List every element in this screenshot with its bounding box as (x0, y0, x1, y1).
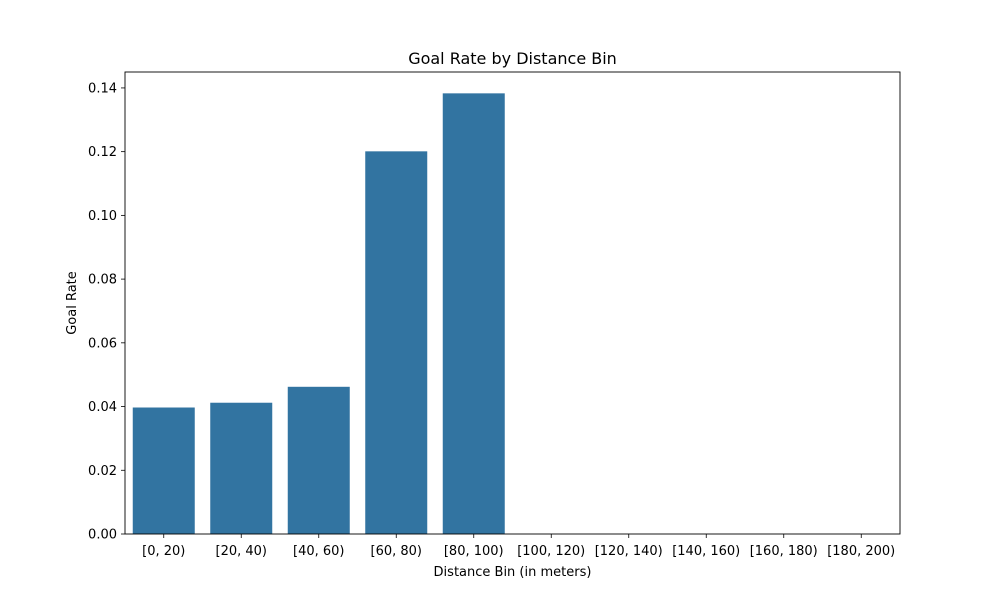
x-tick-label: [80, 100) (444, 544, 504, 559)
x-axis-label: Distance Bin (in meters) (434, 565, 592, 580)
y-tick-label: 0.02 (88, 464, 117, 479)
axes-frame (124, 71, 901, 535)
y-tick-label: 0.14 (88, 81, 117, 96)
x-tick-label: [140, 160) (672, 544, 740, 559)
bar (210, 402, 273, 534)
bar (365, 151, 428, 534)
chart-title: Goal Rate by Distance Bin (408, 49, 617, 68)
bar (287, 386, 350, 534)
x-tick-label: [40, 60) (293, 544, 345, 559)
x-tick-label: [60, 80) (371, 544, 423, 559)
x-tick-label: [160, 180) (750, 544, 818, 559)
bar (132, 407, 195, 534)
y-tick-label: 0.06 (88, 336, 117, 351)
x-tick-label: [180, 200) (827, 544, 895, 559)
x-tick-label: [20, 40) (216, 544, 268, 559)
y-tick-label: 0.04 (88, 400, 117, 415)
y-axis-label: Goal Rate (65, 271, 80, 335)
x-tick-label: [100, 120) (517, 544, 585, 559)
bar (442, 93, 505, 534)
plot-area: [0, 20) [20, 40) [40, 60) [60, 80) [80, 100)… (88, 71, 901, 559)
y-tick-label: 0.08 (88, 273, 117, 288)
x-tick-label: [120, 140) (595, 544, 663, 559)
y-tick-label: 0.00 (88, 528, 117, 543)
y-tick-label: 0.12 (88, 145, 117, 160)
x-tick-label: [0, 20) (142, 544, 185, 559)
y-tick-label: 0.10 (88, 209, 117, 224)
